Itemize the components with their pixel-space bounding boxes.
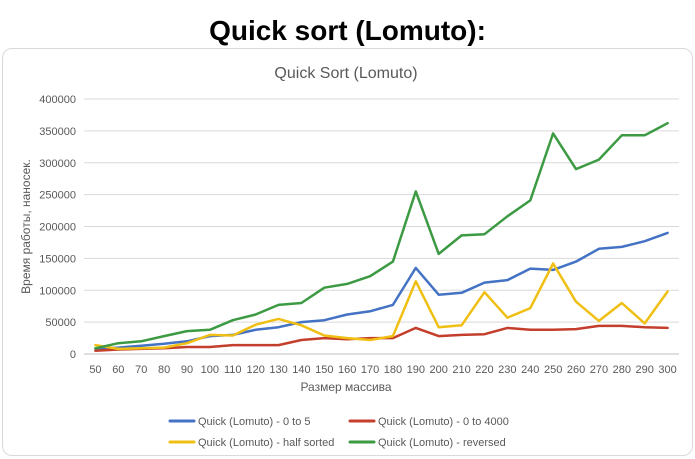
x-tick-label: 260: [567, 364, 585, 376]
x-tick-label: 240: [521, 364, 539, 376]
x-tick-label: 120: [246, 364, 264, 376]
x-tick-label: 170: [361, 364, 379, 376]
x-tick-label: 280: [613, 364, 631, 376]
x-tick-label: 60: [112, 364, 124, 376]
x-tick-label: 180: [384, 364, 402, 376]
x-tick-label: 200: [430, 364, 448, 376]
x-tick-label: 100: [201, 364, 219, 376]
legend-entry-1: Quick (Lomuto) - 0 to 4000: [378, 416, 509, 428]
y-tick-label: 200000: [39, 222, 76, 234]
y-tick-label: 250000: [39, 190, 76, 202]
legend-entry-3: Quick (Lomuto) - reversed: [378, 437, 506, 449]
y-tick-label: 100000: [39, 285, 76, 297]
x-tick-label: 70: [135, 364, 147, 376]
x-tick-label: 190: [407, 364, 425, 376]
x-tick-label: 110: [224, 364, 242, 376]
series-line-2: [94, 262, 669, 351]
chart-title: Quick Sort (Lomuto): [274, 65, 417, 82]
x-tick-label: 250: [544, 364, 562, 376]
y-axis-title: Время работы, наносек.: [19, 159, 33, 294]
y-tick-label: 0: [70, 349, 76, 361]
x-tick-label: 90: [181, 364, 193, 376]
series-line-3: [94, 121, 669, 350]
x-tick-label: 50: [89, 364, 101, 376]
x-tick-label: 130: [269, 364, 287, 376]
series-line-0: [94, 231, 669, 351]
x-tick-label: 300: [658, 364, 676, 376]
y-tick-label: 150000: [39, 253, 76, 265]
y-tick-label: 300000: [39, 158, 76, 170]
x-axis-title: Размер массива: [300, 380, 391, 394]
y-tick-label: 400000: [39, 94, 76, 106]
x-tick-label: 220: [475, 364, 493, 376]
x-tick-label: 270: [590, 364, 608, 376]
x-tick-label: 160: [338, 364, 356, 376]
y-tick-label: 350000: [39, 126, 76, 138]
legend-entry-2: Quick (Lomuto) - half sorted: [198, 437, 334, 449]
x-tick-label: 230: [498, 364, 516, 376]
chart-frame: [2, 48, 693, 456]
legend-entry-0: Quick (Lomuto) - 0 to 5: [198, 416, 311, 428]
y-tick-label: 50000: [45, 317, 76, 329]
x-tick-label: 290: [635, 364, 653, 376]
x-tick-label: 80: [158, 364, 170, 376]
x-tick-label: 210: [452, 364, 470, 376]
page-heading: Quick sort (Lomuto):: [209, 15, 486, 46]
x-tick-label: 150: [315, 364, 333, 376]
x-tick-label: 140: [292, 364, 310, 376]
